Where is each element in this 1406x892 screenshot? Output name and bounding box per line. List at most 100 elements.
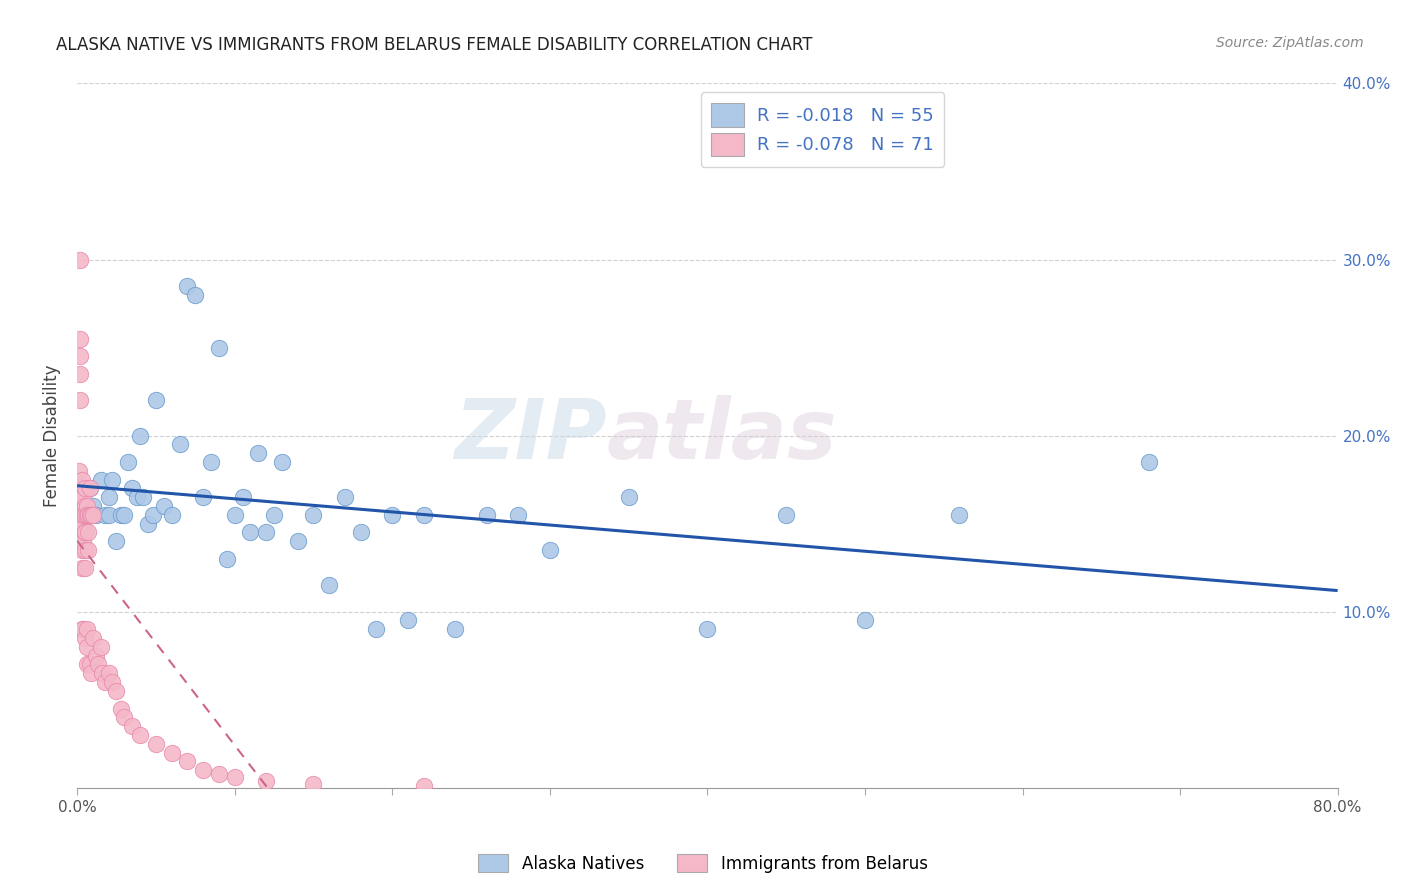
Point [97, 490, 120, 504]
Point [232, 490, 254, 504]
Point [381, 508, 404, 522]
Point [208, 341, 231, 355]
Point [73, 631, 96, 645]
Legend: Alaska Natives, Immigrants from Belarus: Alaska Natives, Immigrants from Belarus [471, 847, 935, 880]
Point [80, 508, 103, 522]
Point [70, 622, 93, 636]
Point [76, 499, 98, 513]
Point [67, 482, 90, 496]
Point [73, 525, 96, 540]
Point [79, 482, 101, 496]
Point [76, 622, 98, 636]
Point [160, 508, 183, 522]
Point [91, 666, 114, 681]
Point [69, 350, 91, 364]
Point [70, 490, 93, 504]
Point [77, 508, 100, 522]
Point [475, 508, 498, 522]
Point [72, 516, 94, 531]
Point [696, 622, 718, 636]
Point [948, 508, 970, 522]
Point [853, 614, 876, 628]
Point [79, 482, 101, 496]
Text: ZIP: ZIP [454, 395, 606, 476]
Point [254, 773, 277, 788]
Point [538, 543, 561, 558]
Point [333, 490, 356, 504]
Point [136, 516, 159, 531]
Point [318, 578, 340, 592]
Point [70, 525, 93, 540]
Point [97, 666, 120, 681]
Point [263, 508, 285, 522]
Point [72, 490, 94, 504]
Point [302, 508, 325, 522]
Point [80, 666, 103, 681]
Point [105, 534, 128, 549]
Point [125, 490, 148, 504]
Point [117, 455, 139, 469]
Point [100, 675, 122, 690]
Point [69, 482, 91, 496]
Point [132, 490, 155, 504]
Point [412, 779, 434, 793]
Point [76, 508, 98, 522]
Point [69, 393, 91, 408]
Point [121, 719, 143, 733]
Point [271, 455, 294, 469]
Point [67, 464, 90, 478]
Point [70, 508, 93, 522]
Point [121, 482, 143, 496]
Point [152, 499, 174, 513]
Text: ALASKA NATIVE VS IMMIGRANTS FROM BELARUS FEMALE DISABILITY CORRELATION CHART: ALASKA NATIVE VS IMMIGRANTS FROM BELARUS… [56, 36, 813, 54]
Point [176, 279, 198, 293]
Point [70, 525, 93, 540]
Point [215, 552, 238, 566]
Point [412, 508, 434, 522]
Point [302, 777, 325, 791]
Point [72, 622, 94, 636]
Point [184, 287, 207, 301]
Point [70, 560, 93, 574]
Point [94, 508, 117, 522]
Point [110, 701, 132, 715]
Point [208, 766, 231, 780]
Point [77, 525, 100, 540]
Point [145, 393, 167, 408]
Point [200, 455, 222, 469]
Point [1137, 455, 1160, 469]
Point [72, 534, 94, 549]
Point [67, 499, 90, 513]
Point [79, 657, 101, 672]
Point [142, 508, 165, 522]
Point [350, 525, 373, 540]
Point [73, 508, 96, 522]
Point [145, 737, 167, 751]
Point [73, 499, 96, 513]
Point [224, 770, 246, 784]
Point [775, 508, 797, 522]
Point [129, 428, 152, 442]
Point [617, 490, 640, 504]
Legend: R = -0.018   N = 55, R = -0.078   N = 71: R = -0.018 N = 55, R = -0.078 N = 71 [700, 93, 945, 167]
Point [191, 490, 214, 504]
Y-axis label: Female Disability: Female Disability [44, 364, 60, 507]
Point [110, 508, 132, 522]
Point [508, 508, 530, 522]
Point [224, 508, 246, 522]
Point [84, 648, 107, 663]
Point [444, 622, 467, 636]
Point [76, 657, 98, 672]
Point [70, 543, 93, 558]
Point [82, 508, 104, 522]
Point [84, 508, 107, 522]
Point [73, 508, 96, 522]
Text: Source: ZipAtlas.com: Source: ZipAtlas.com [1216, 36, 1364, 50]
Point [72, 508, 94, 522]
Point [69, 332, 91, 346]
Point [112, 508, 135, 522]
Point [90, 473, 112, 487]
Point [191, 763, 214, 777]
Point [69, 367, 91, 381]
Point [100, 473, 122, 487]
